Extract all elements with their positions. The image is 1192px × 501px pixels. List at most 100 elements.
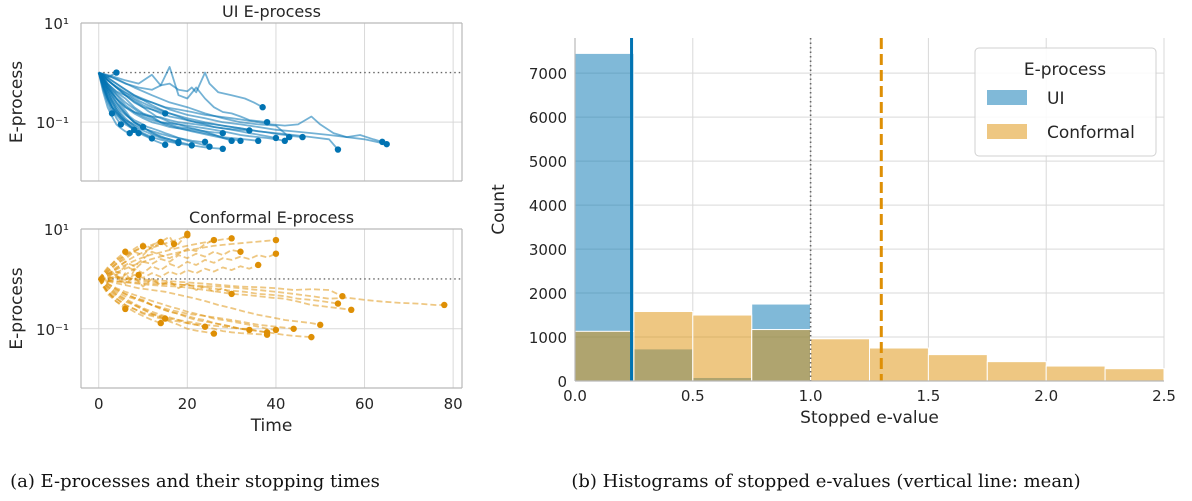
- histogram-ylabel: Count: [489, 184, 509, 235]
- conformal-stop-point: [139, 243, 147, 250]
- conformal-path: [97, 278, 206, 328]
- ui-stop-point: [113, 69, 120, 76]
- ui-path: [97, 72, 285, 142]
- ui-stop-point: [263, 118, 271, 126]
- ui-stop-point: [135, 129, 142, 137]
- histogram-legend: E-process UI Conformal: [974, 47, 1157, 157]
- conformal-eprocess-xtick-label: 80: [444, 395, 463, 413]
- legend-label-ui: UI: [1047, 89, 1064, 109]
- conformal-stop-point: [246, 326, 253, 334]
- histogram-xtick-label: 0.5: [681, 387, 705, 405]
- ui-eprocess-paths: [97, 66, 387, 151]
- ui-stop-point: [281, 137, 288, 145]
- caption-a: (a) E-processes and their stopping times: [10, 471, 380, 492]
- conformal-stop-point: [201, 323, 209, 330]
- conformal-eprocess-ytick-label: 10¹: [44, 221, 69, 239]
- conformal-path: [98, 278, 294, 330]
- conformal-bar: [574, 330, 635, 382]
- conformal-stop-point: [135, 271, 142, 279]
- conformal-stop-point: [237, 248, 244, 255]
- ui-stop-point: [228, 137, 235, 145]
- legend-label-conformal: Conformal: [1047, 123, 1135, 143]
- conformal-path: [98, 239, 276, 280]
- ui-stop-point: [175, 138, 182, 146]
- ui-eprocess-ytick-label: 10¹: [44, 15, 69, 33]
- histogram-ytick-label: 6000: [529, 109, 567, 127]
- conformal-stop-point: [272, 250, 280, 257]
- ui-path: [98, 72, 223, 134]
- ui-stop-point: [130, 126, 138, 134]
- conformal-bar: [633, 311, 694, 382]
- ui-eprocess-panel: UI E-process E-process 10¹ 10⁻¹: [7, 2, 463, 182]
- histogram-spines: [574, 38, 1164, 382]
- histogram-xlabel: Stopped e-value: [800, 408, 939, 428]
- conformal-path: [98, 278, 277, 331]
- conformal-stop-point: [290, 325, 297, 332]
- legend-swatch-ui: [987, 90, 1027, 105]
- ui-eprocess-ylabel: E-process: [7, 61, 27, 143]
- ui-stop-point: [334, 146, 342, 153]
- conformal-path: [98, 235, 175, 280]
- ui-path: [98, 71, 383, 143]
- conformal-path: [98, 269, 140, 285]
- histogram-ytick-label: 4000: [529, 197, 567, 215]
- ui-path: [98, 66, 268, 124]
- histogram-xtick-label: 2.0: [1034, 387, 1058, 405]
- histogram-ytick-label: 3000: [529, 241, 567, 259]
- conformal-path: [97, 241, 161, 280]
- conformal-bar: [869, 347, 929, 382]
- ui-path: [98, 71, 117, 79]
- ui-bar: [574, 52, 635, 382]
- conformal-eprocess-xtick-label: 20: [178, 395, 197, 413]
- ui-stop-point: [255, 137, 262, 145]
- conformal-stop-point: [170, 240, 178, 248]
- conformal-eprocess-xtick-label: 0: [94, 395, 104, 413]
- ui-eprocess-stopping-points: [108, 69, 390, 153]
- conformal-path: [98, 278, 352, 311]
- conformal-stop-point: [157, 319, 164, 327]
- conformal-path: [98, 264, 259, 284]
- ui-stop-point: [219, 129, 226, 137]
- conformal-path: [98, 278, 215, 335]
- ui-stop-point: [206, 143, 213, 150]
- conformal-bar: [1104, 368, 1165, 382]
- ui-stop-point: [201, 138, 209, 146]
- ui-stop-point: [161, 141, 169, 148]
- ui-path: [97, 72, 144, 128]
- conformal-stop-point: [348, 306, 355, 314]
- ui-eprocess-ytick-label: 10⁻¹: [36, 114, 69, 132]
- conformal-bar: [986, 361, 1047, 382]
- conformal-path: [98, 252, 277, 280]
- ui-stop-point: [379, 138, 386, 146]
- ui-path: [98, 71, 290, 138]
- ui-stop-point: [272, 134, 280, 142]
- conformal-path: [98, 239, 215, 280]
- conformal-eprocess-ylabel: E-process: [7, 267, 27, 349]
- histogram-xtick-label: 1.5: [916, 387, 940, 405]
- histogram-ytick-label: 7000: [529, 65, 567, 83]
- conformal-path: [98, 249, 241, 280]
- ui-path: [97, 72, 205, 143]
- ui-stop-point: [246, 127, 253, 134]
- conformal-stop-point: [272, 236, 280, 244]
- conformal-bar: [810, 338, 870, 382]
- conformal-path: [97, 278, 166, 320]
- ui-stop-point: [148, 135, 156, 142]
- histogram-ytick-label: 0: [557, 373, 567, 391]
- conformal-stop-point: [210, 236, 218, 244]
- ui-stop-point: [161, 110, 169, 117]
- ui-path: [98, 71, 264, 108]
- histogram-bars: [574, 52, 1165, 382]
- conformal-stop-point: [339, 292, 346, 300]
- histogram-panel: Count Stopped e-value 0 1000 2000 3000 4…: [489, 38, 1176, 428]
- ui-stop-point: [126, 129, 133, 137]
- ui-stop-point: [259, 104, 266, 111]
- ui-eprocess-spines: [80, 22, 463, 182]
- ui-path: [97, 72, 223, 150]
- caption-b: (b) Histograms of stopped e-values (vert…: [571, 471, 1080, 492]
- ui-stop-point: [299, 133, 306, 141]
- conformal-eprocess-ytick-label: 10⁻¹: [36, 321, 69, 339]
- conformal-stop-point: [157, 238, 164, 246]
- conformal-stop-point: [228, 235, 235, 242]
- conformal-path: [97, 278, 268, 336]
